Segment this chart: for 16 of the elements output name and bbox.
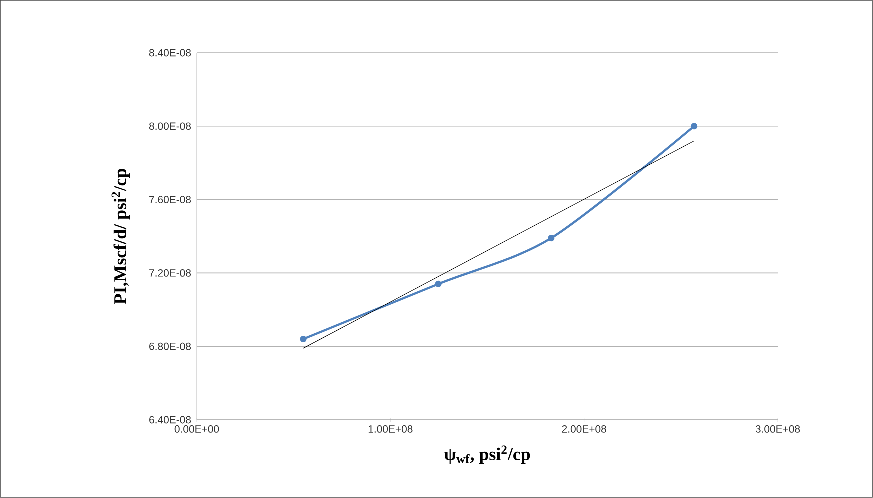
x-tick-label: 0.00E+00 [174,426,220,433]
x-tick-label: 2.00E+08 [562,426,606,433]
point [691,123,698,130]
y-axis-title: PI,Mscf/d/ psi$^{2}$/cp [112,169,130,304]
point [435,280,442,288]
x-tick-label: 3.00E+08 [756,426,800,433]
y-tick-label: 7.20E-08 [150,270,192,277]
x-axis-title: ψ$_{wf}$, psi$^{2}$/cp [444,446,530,464]
y-tick-label: 8.00E-08 [149,122,192,130]
x-tick-label: 1.00E+08 [368,426,413,433]
y-tick-label: 7.60E-08 [150,196,192,204]
y-tick-label: 6.40E-08 [150,416,192,424]
y-tick-label: 8.40E-08 [149,49,192,57]
point [300,336,307,343]
y-tick-label: 6.80E-08 [150,342,192,350]
point [548,235,555,242]
